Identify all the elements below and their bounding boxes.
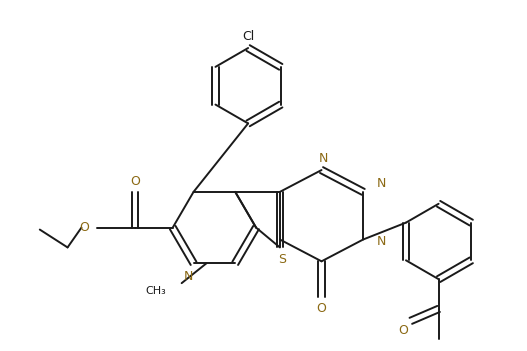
Text: O: O — [130, 176, 140, 188]
Text: N: N — [184, 270, 193, 283]
Text: N: N — [377, 235, 386, 248]
Text: S: S — [278, 253, 286, 266]
Text: N: N — [319, 152, 328, 165]
Text: O: O — [398, 324, 408, 337]
Text: Cl: Cl — [242, 29, 254, 42]
Text: N: N — [377, 178, 386, 191]
Text: O: O — [317, 303, 326, 316]
Text: O: O — [80, 221, 90, 234]
Text: CH₃: CH₃ — [145, 286, 166, 296]
